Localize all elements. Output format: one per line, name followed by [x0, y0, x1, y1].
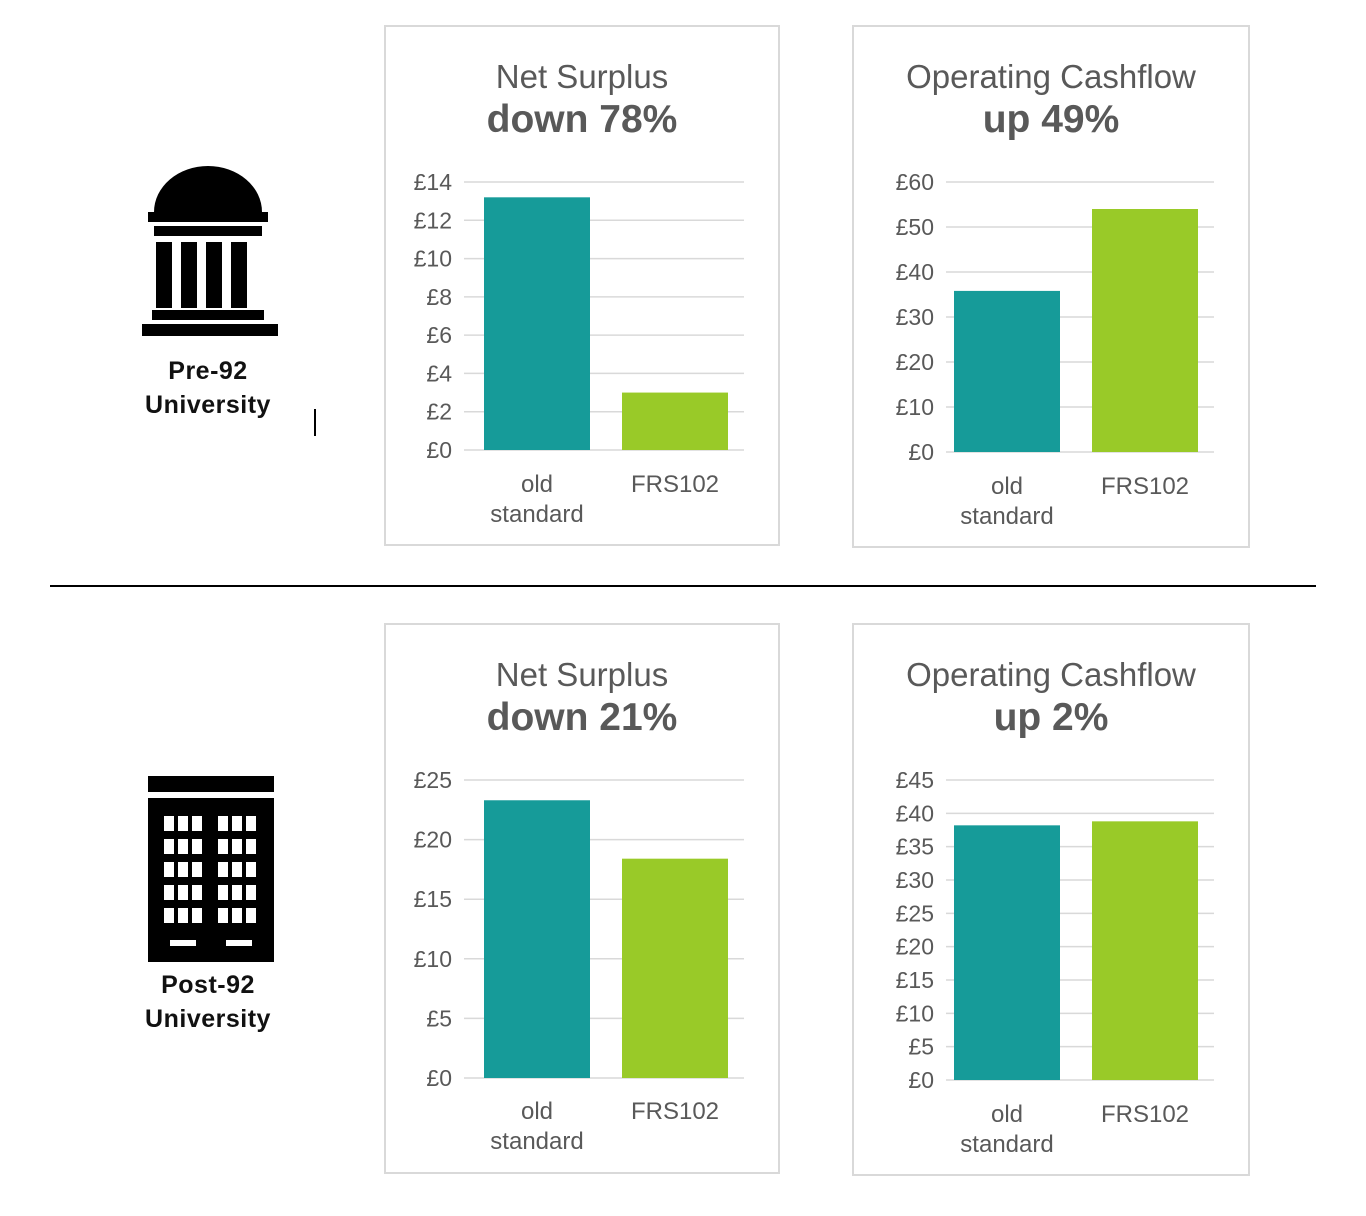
y-tick-label: £30: [896, 304, 934, 330]
y-tick-label: £10: [896, 394, 934, 420]
x-category-label: standard: [960, 503, 1053, 530]
post-92-icon-box: Post-92 University: [108, 770, 308, 1040]
chart-title: Operating Cashflow up 2%: [854, 655, 1248, 741]
x-category-label: old: [521, 471, 553, 498]
x-category-label: FRS102: [1101, 473, 1189, 500]
chart-title-main: Net Surplus: [495, 58, 669, 95]
y-tick-label: £2: [426, 399, 452, 425]
y-tick-label: £10: [414, 946, 452, 972]
post-92-label-line1: Post-92: [161, 971, 255, 999]
y-tick-label: £4: [426, 360, 452, 386]
y-tick-label: £20: [896, 934, 934, 960]
pre-92-label-line2: University: [145, 391, 271, 419]
y-tick-label: £0: [426, 437, 452, 463]
y-tick-label: £25: [896, 900, 934, 926]
chart-title-main: Net Surplus: [495, 656, 669, 693]
chart-title-change: up 49%: [982, 98, 1120, 141]
chart-title: Net Surplus down 78%: [386, 57, 778, 143]
section-divider: [50, 585, 1316, 587]
office-building-icon: [148, 776, 274, 962]
chart-svg: £0 £10 £20 £30 £40 £50 £60 old standard FRS102: [896, 169, 1214, 530]
y-tick-label: £15: [414, 886, 452, 912]
y-tick-label: £12: [414, 207, 452, 233]
chart-title-change: up 2%: [993, 696, 1109, 739]
chart-title-main: Operating Cashflow: [906, 58, 1196, 95]
chart-panel-pre92-operating-cashflow: Operating Cashflow up 49% £0 £10 £20 £30 £40…: [852, 25, 1250, 548]
x-category-label: FRS102: [631, 1098, 719, 1125]
y-tick-label: £40: [896, 800, 934, 826]
y-tick-label: £15: [896, 967, 934, 993]
pre-92-label: Pre-92 University: [108, 354, 308, 422]
y-tick-label: £25: [414, 767, 452, 793]
y-tick-label: £40: [896, 259, 934, 285]
post-92-label-line2: University: [145, 1005, 271, 1033]
chart-svg: £0 £5 £10 £15 £20 £25 £30 £35 £40 £45 old standard F…: [896, 767, 1214, 1158]
x-category-label: FRS102: [1101, 1101, 1189, 1128]
x-category-label: standard: [490, 1128, 583, 1155]
x-category-label: old: [991, 1101, 1023, 1128]
bar-frs102: [1092, 821, 1198, 1080]
bar-frs102: [622, 858, 728, 1078]
chart-panel-pre92-net-surplus: Net Surplus down 78% £0 £2 £4 £6 £8 £10 £12 £14…: [384, 25, 780, 546]
y-tick-label: £20: [414, 827, 452, 853]
post-92-label: Post-92 University: [108, 968, 308, 1036]
bar-old-standard: [484, 800, 590, 1078]
chart-title-change: down 21%: [486, 696, 678, 739]
x-category-label: FRS102: [631, 471, 719, 498]
y-tick-label: £10: [414, 246, 452, 272]
y-tick-label: £0: [908, 1067, 934, 1093]
y-tick-label: £20: [896, 349, 934, 375]
y-tick-label: £6: [426, 322, 452, 348]
bar-old-standard: [954, 290, 1060, 452]
chart-title: Net Surplus down 21%: [386, 655, 778, 741]
x-category-label: old: [991, 473, 1023, 500]
chart-svg: £0 £2 £4 £6 £8 £10 £12 £14 old standard FRS102: [414, 169, 744, 528]
y-tick-label: £50: [896, 214, 934, 240]
x-category-label: old: [521, 1098, 553, 1125]
y-tick-label: £0: [908, 439, 934, 465]
chart-title: Operating Cashflow up 49%: [854, 57, 1248, 143]
chart-svg: £0 £5 £10 £15 £20 £25 old standard FRS102: [414, 767, 744, 1155]
pre-92-label-line1: Pre-92: [168, 357, 248, 385]
y-tick-label: £14: [414, 169, 453, 195]
classical-building-icon: [142, 166, 278, 336]
bar-old-standard: [484, 197, 590, 450]
y-tick-label: £30: [896, 867, 934, 893]
y-tick-label: £5: [908, 1034, 934, 1060]
y-tick-label: £10: [896, 1000, 934, 1026]
y-tick-label: £60: [896, 169, 934, 195]
y-tick-label: £5: [426, 1005, 452, 1031]
x-category-label: standard: [960, 1131, 1053, 1158]
bar-frs102: [622, 392, 728, 450]
x-category-label: standard: [490, 501, 583, 528]
y-tick-label: £45: [896, 767, 934, 793]
y-tick-label: £8: [426, 284, 452, 310]
chart-title-change: down 78%: [486, 98, 678, 141]
y-tick-label: £0: [426, 1065, 452, 1091]
chart-panel-post92-net-surplus: Net Surplus down 21% £0 £5 £10 £15 £20 £25 old…: [384, 623, 780, 1174]
bar-frs102: [1092, 209, 1198, 452]
chart-title-main: Operating Cashflow: [906, 656, 1196, 693]
pre-92-icon-box: Pre-92 University: [108, 140, 308, 435]
chart-panel-post92-operating-cashflow: Operating Cashflow up 2% £0 £5 £10 £15 £20 £2…: [852, 623, 1250, 1176]
y-tick-label: £35: [896, 834, 934, 860]
bar-old-standard: [954, 825, 1060, 1080]
text-cursor: [314, 409, 316, 436]
